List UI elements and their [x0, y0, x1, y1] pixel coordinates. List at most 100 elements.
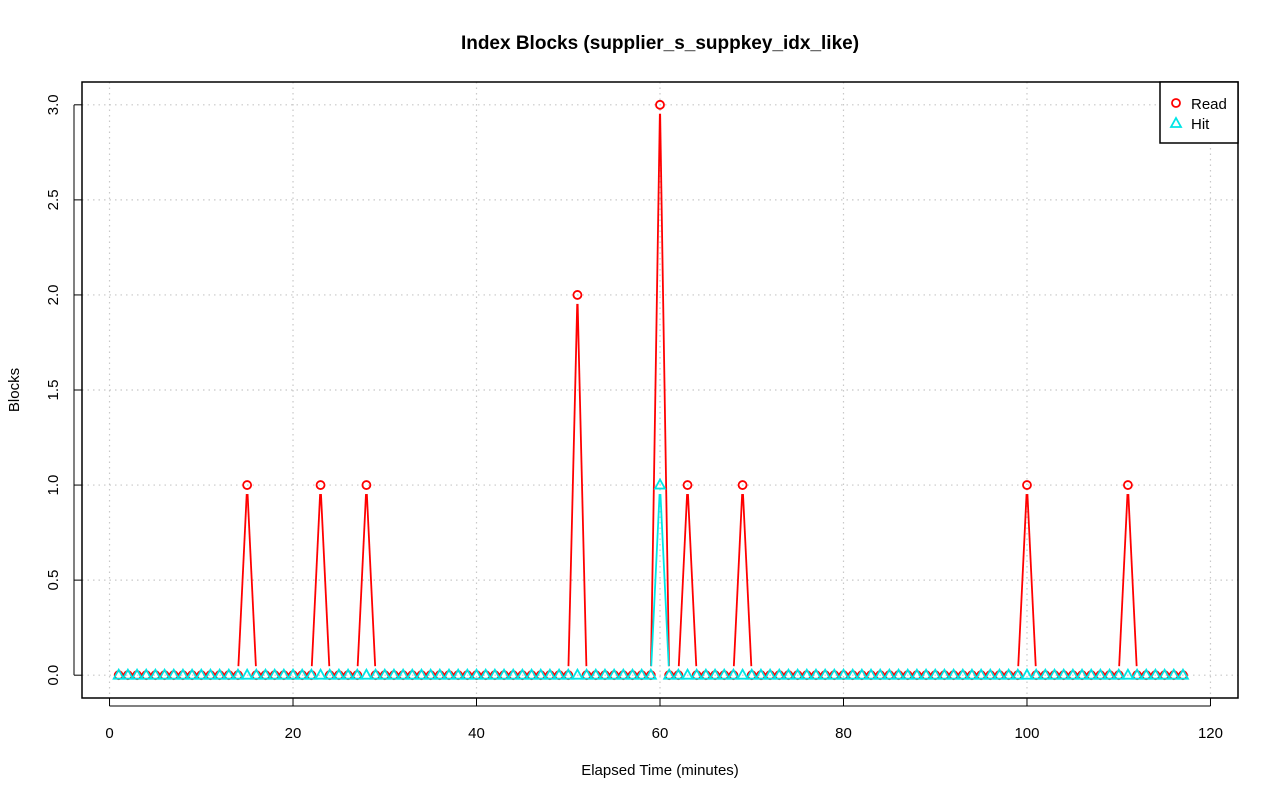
- hit-point: [314, 667, 328, 680]
- hit-point: [1075, 667, 1089, 680]
- hit-point: [552, 667, 566, 680]
- hit-point: [736, 667, 750, 680]
- grid: [82, 82, 1238, 698]
- hit-point: [570, 667, 584, 680]
- series-read-segment: [742, 494, 753, 667]
- series-read-segment: [1017, 494, 1028, 667]
- hit-point: [1139, 667, 1153, 680]
- hit-point: [424, 667, 438, 680]
- y-tick-label: 2.0: [45, 285, 62, 306]
- hit-point: [213, 667, 227, 680]
- series-read-segment: [356, 494, 367, 667]
- y-tick-label: 1.0: [45, 475, 62, 496]
- hit-point: [625, 667, 640, 680]
- hit-point: [534, 667, 548, 680]
- series-read-segment: [246, 494, 257, 667]
- hit-point: [708, 667, 722, 680]
- hit-point: [589, 667, 603, 680]
- y-tick-label: 3.0: [45, 94, 62, 115]
- hit-point: [992, 667, 1006, 680]
- hit-point: [1167, 667, 1181, 680]
- read-point: [315, 480, 326, 490]
- hit-point: [515, 667, 529, 680]
- series-read-segment: [687, 494, 698, 667]
- hit-point: [1130, 667, 1144, 680]
- hit-point: [258, 667, 273, 680]
- hit-point: [158, 667, 172, 680]
- series-read-segment: [320, 494, 331, 667]
- hit-point: [203, 667, 217, 680]
- hit-point: [121, 667, 135, 680]
- hit-point: [387, 667, 401, 680]
- hit-point: [396, 667, 410, 680]
- legend: Read Hit: [1159, 81, 1239, 144]
- hit-point: [1084, 667, 1098, 680]
- hit-point: [836, 667, 851, 680]
- hit-point: [809, 667, 823, 680]
- hit-point: [763, 667, 777, 680]
- x-tick-label: 40: [468, 725, 485, 742]
- legend-read-marker: [1171, 98, 1181, 108]
- hit-point: [772, 667, 786, 680]
- hit-point: [726, 667, 740, 680]
- hit-point: [855, 667, 869, 680]
- hit-point: [240, 667, 254, 680]
- series-read-segment: [310, 494, 322, 667]
- hit-point: [607, 667, 621, 680]
- hit-point: [1103, 667, 1117, 680]
- x-axis: 0 20 40 60 80 100 120: [105, 698, 1223, 742]
- y-tick-label: 1.5: [45, 380, 62, 401]
- hit-point: [827, 667, 841, 680]
- series-read-segment: [365, 494, 377, 667]
- hit-point: [130, 667, 144, 680]
- series-read-segment: [1026, 494, 1037, 667]
- hit-point: [194, 667, 208, 680]
- y-tick-label: 0.0: [45, 665, 62, 686]
- hit-point: [277, 667, 291, 680]
- hit-point: [1020, 667, 1034, 680]
- hit-point: [268, 667, 282, 680]
- hit-point: [1029, 667, 1043, 680]
- hit-point: [671, 667, 685, 680]
- hit-point: [231, 667, 245, 680]
- hit-point: [699, 667, 713, 680]
- series-read-segment: [237, 494, 248, 667]
- series-read-segment: [650, 113, 661, 667]
- hit-point: [965, 667, 979, 680]
- hit-point: [304, 667, 318, 680]
- hit-point: [846, 667, 860, 680]
- hit-point: [901, 667, 915, 680]
- hit-point: [414, 667, 428, 680]
- hit-point: [1011, 667, 1025, 680]
- hit-point: [937, 667, 951, 680]
- series-read-segment: [576, 303, 588, 667]
- y-axis: 0.0 0.5 1.0 1.5 2.0 2.5 3.0: [45, 94, 82, 686]
- hit-point: [488, 667, 502, 680]
- x-tick-label: 60: [652, 725, 669, 742]
- read-point: [242, 480, 253, 490]
- hit-point: [543, 667, 557, 680]
- hit-point: [616, 667, 630, 680]
- hit-point: [947, 667, 961, 680]
- hit-point: [176, 667, 190, 680]
- hit-point: [469, 667, 484, 680]
- hit-point: [800, 667, 814, 680]
- hit-point: [332, 667, 346, 680]
- hit-point: [717, 667, 731, 680]
- hit-point: [974, 667, 988, 680]
- read-point: [1123, 480, 1133, 490]
- hit-point: [359, 667, 373, 680]
- hit-point: [1148, 667, 1162, 680]
- hit-point: [919, 667, 933, 680]
- hit-point: [1002, 667, 1016, 680]
- hit-point: [167, 667, 181, 680]
- x-axis-label: Elapsed Time (minutes): [581, 762, 739, 779]
- hit-point: [222, 667, 236, 680]
- hit-point: [185, 667, 199, 680]
- hit-point: [561, 667, 575, 680]
- read-point: [1022, 480, 1032, 490]
- hit-point: [497, 667, 511, 680]
- hit-point: [745, 667, 759, 680]
- x-tick-label: 0: [105, 725, 113, 742]
